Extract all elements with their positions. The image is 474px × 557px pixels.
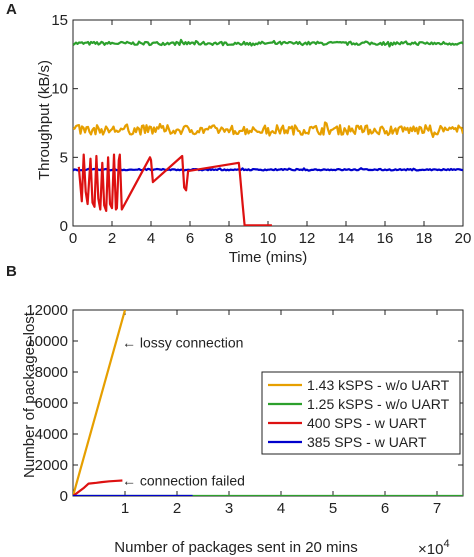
x-tick-label: 18 (416, 230, 433, 247)
y-tick-label: 10000 (26, 333, 68, 350)
annotation-1: ← connection failed (122, 473, 245, 489)
panel-a-xlabel: Time (mins) (229, 249, 308, 266)
legend-entry-2: 400 SPS - w UART (307, 415, 427, 431)
throughput-plot: 0 2 4 6 8 10 12 14 16 18 20 0 5 10 15 (51, 12, 471, 247)
x-multiplier-exponent: 4 (443, 538, 449, 550)
axes-frame (72, 19, 464, 227)
packages-lost-plot: 1 2 3 4 5 6 7 0 2000 4000 6000 8000 10000 12000 ← loss… (26, 302, 464, 517)
panel-b-x-multiplier: ×104 (418, 538, 450, 557)
series-line-0 (73, 310, 127, 496)
x-tick-label: 2 (108, 230, 116, 247)
y-tick-label: 4000 (35, 426, 68, 443)
series-line-2 (73, 167, 463, 172)
x-tick-label: 8 (225, 230, 233, 247)
annotation-0: ← lossy connection (122, 335, 243, 351)
x-tick-label: 16 (377, 230, 394, 247)
x-tick-label: 0 (69, 230, 77, 247)
x-tick-label: 4 (147, 230, 155, 247)
legend-entry-1: 1.25 kSPS - w/o UART (307, 396, 450, 412)
x-tick-label: 5 (329, 500, 337, 517)
y-tick-label: 0 (60, 218, 68, 235)
y-tick-label: 5 (60, 149, 68, 166)
panel-b-ylabel: Number of packages lost (21, 311, 38, 478)
x-tick-label: 3 (225, 500, 233, 517)
panel-b-xlabel: Number of packages sent in 20 mins (114, 539, 357, 556)
panel-b-label: B (6, 263, 17, 280)
panel-a-ylabel: Throughput (kB/s) (36, 60, 53, 180)
series-line-0 (73, 38, 463, 48)
x-tick-label: 1 (121, 500, 129, 517)
x-tick-label: 6 (381, 500, 389, 517)
x-tick-label: 7 (433, 500, 441, 517)
x-tick-label: 14 (338, 230, 355, 247)
series-group (73, 310, 463, 496)
y-tick-label: 0 (60, 488, 68, 505)
y-tick-label: 6000 (35, 395, 68, 412)
legend-entry-0: 1.43 kSPS - w/o UART (307, 377, 450, 393)
y-tick-label: 2000 (35, 457, 68, 474)
x-tick-label: 12 (299, 230, 316, 247)
y-tick-label: 15 (51, 12, 68, 29)
x-tick-label: 20 (455, 230, 472, 247)
legend-entry-3: 385 SPS - w UART (307, 434, 427, 450)
series-group (73, 38, 463, 226)
series-line-3 (77, 153, 272, 226)
series-line-2 (73, 479, 123, 496)
x-tick-label: 4 (277, 500, 285, 517)
panel-a-label: A (6, 1, 17, 18)
y-tick-label: 8000 (35, 364, 68, 381)
y-tick-label: 12000 (26, 302, 68, 319)
x-multiplier-base: ×10 (418, 541, 443, 557)
y-tick-label: 10 (51, 81, 68, 98)
x-tick-label: 2 (173, 500, 181, 517)
x-tick-label: 6 (186, 230, 194, 247)
series-line-1 (73, 121, 463, 138)
x-tick-label: 10 (260, 230, 277, 247)
